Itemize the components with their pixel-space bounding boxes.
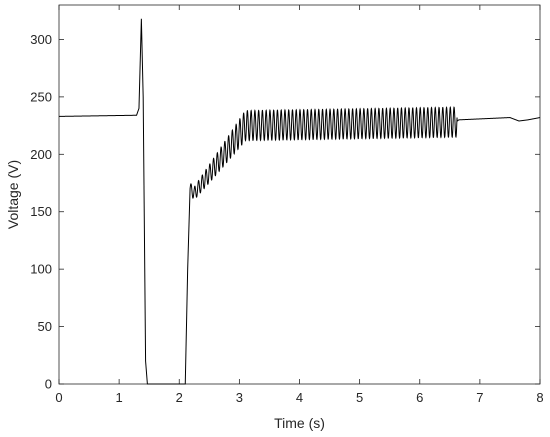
x-tick-label: 0 (55, 390, 62, 405)
y-axis-label: Voltage (V) (5, 160, 21, 229)
voltage-series-line (59, 18, 541, 385)
series-layer (59, 18, 541, 385)
x-tick-label: 2 (176, 390, 183, 405)
y-axis-ticks: 0 50 100 150 200 250 300 (30, 32, 540, 392)
x-tick-label: 3 (236, 390, 243, 405)
y-tick-label: 300 (30, 32, 52, 47)
plot-frame (58, 4, 541, 385)
x-tick-label: 1 (116, 390, 123, 405)
y-tick-label: 0 (45, 377, 52, 392)
y-tick-label: 100 (30, 262, 52, 277)
x-axis-label: Time (s) (274, 415, 325, 431)
x-tick-label: 5 (356, 390, 363, 405)
y-tick-label: 150 (30, 204, 52, 219)
x-tick-label: 4 (296, 390, 303, 405)
y-tick-label: 200 (30, 147, 52, 162)
x-tick-label: 8 (536, 390, 543, 405)
plot-box (58, 4, 541, 385)
x-tick-label: 7 (476, 390, 483, 405)
y-tick-label: 50 (38, 319, 52, 334)
y-tick-label: 250 (30, 89, 52, 104)
x-tick-label: 6 (416, 390, 423, 405)
x-axis-ticks: 0 1 2 3 4 5 6 7 8 (55, 5, 544, 405)
